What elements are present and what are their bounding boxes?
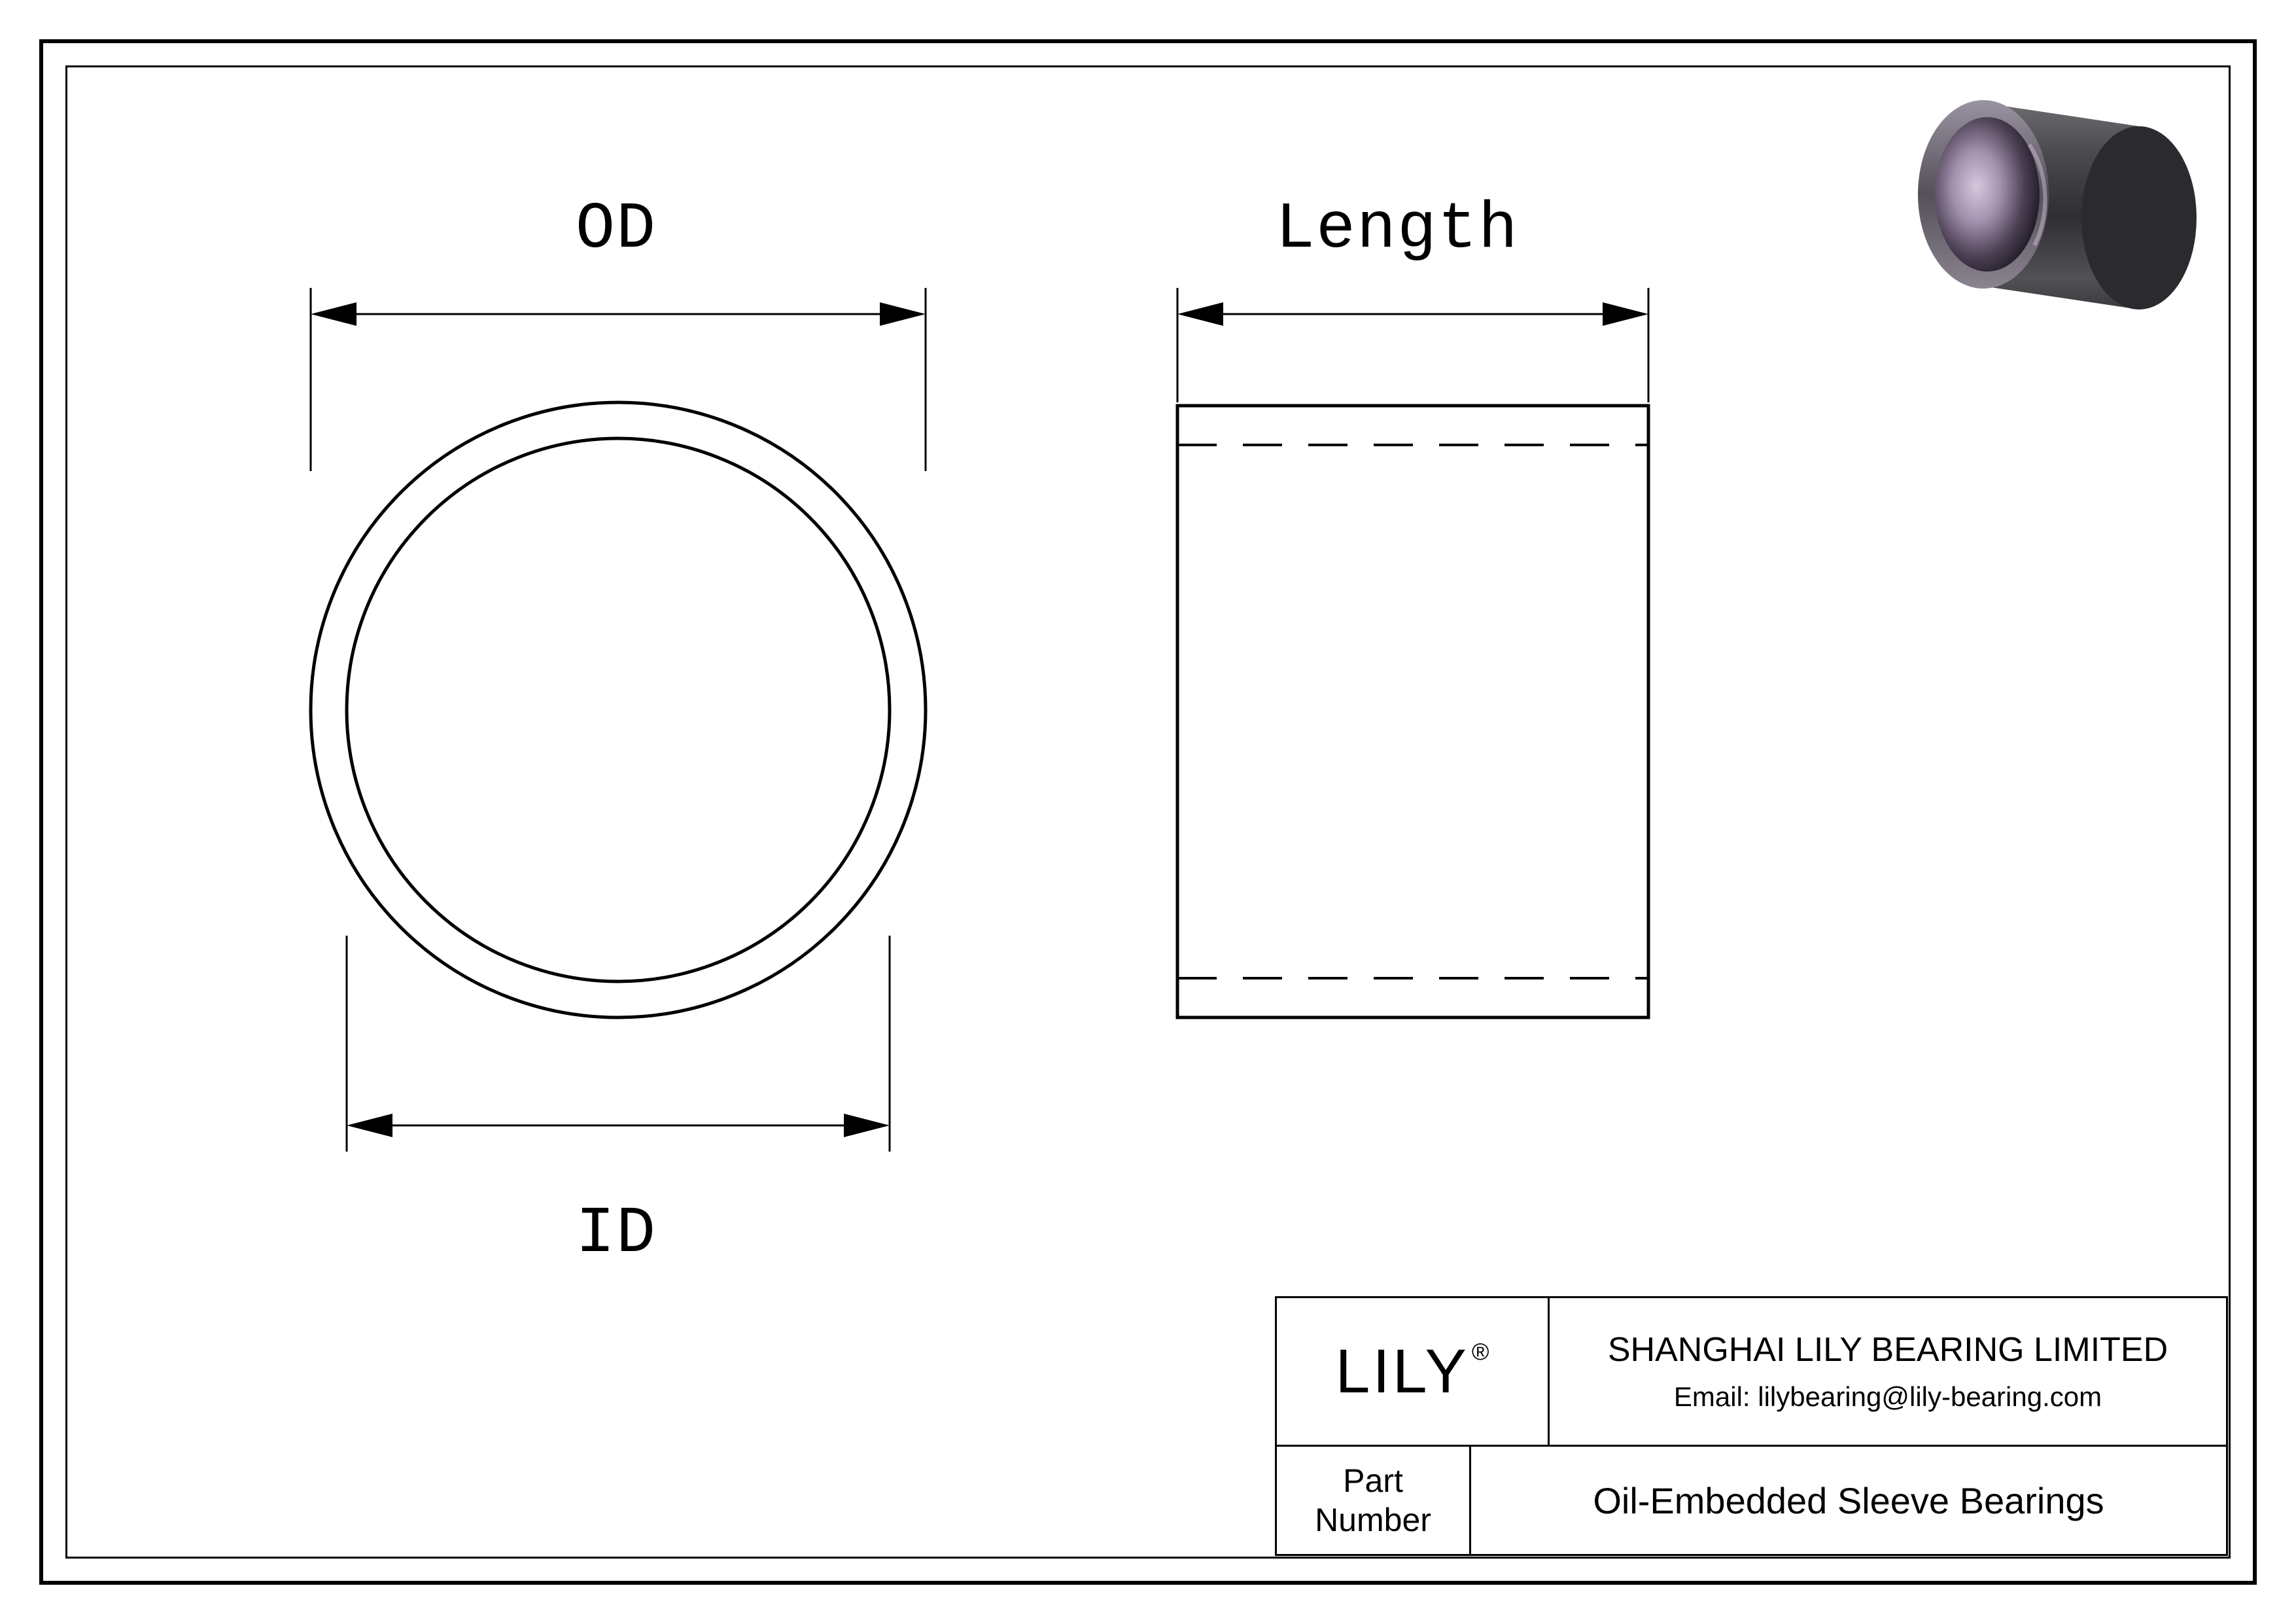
registered-mark: ® <box>1472 1338 1492 1365</box>
company-name: SHANGHAI LILY BEARING LIMITED <box>1608 1330 2168 1369</box>
bearing-3d-render <box>1904 88 2204 324</box>
title-block-row-top: LILY® SHANGHAI LILY BEARING LIMITED Emai… <box>1275 1296 2230 1447</box>
title-block-row-bottom: Part Number Oil-Embedded Sleeve Bearings <box>1275 1445 2230 1556</box>
length-arrow-right <box>1603 302 1648 326</box>
email-address: lilybearing@lily-bearing.com <box>1758 1381 2102 1412</box>
logo-text: LILY® <box>1336 1336 1489 1407</box>
side-view-rect <box>1177 406 1648 1017</box>
drawing-page: OD ID Length <box>0 0 2296 1624</box>
render-bore <box>1935 117 2040 272</box>
description-cell: Oil-Embedded Sleeve Bearings <box>1469 1445 2228 1556</box>
od-arrow-left <box>311 302 357 326</box>
front-view-outer-circle <box>311 402 926 1017</box>
id-arrow-right <box>844 1114 890 1137</box>
title-block: LILY® SHANGHAI LILY BEARING LIMITED Emai… <box>1275 1296 2230 1558</box>
company-email: Email: lilybearing@lily-bearing.com <box>1674 1381 2102 1413</box>
od-label: OD <box>576 193 657 267</box>
length-arrow-left <box>1177 302 1223 326</box>
email-prefix: Email: <box>1674 1381 1758 1412</box>
part-label-line2: Number <box>1315 1500 1431 1540</box>
part-label-line1: Part <box>1343 1461 1403 1500</box>
id-label: ID <box>576 1197 657 1271</box>
front-view-inner-circle <box>347 438 890 981</box>
od-arrow-right <box>880 302 926 326</box>
logo-word: LILY <box>1336 1337 1469 1406</box>
render-back-rim <box>2081 126 2197 309</box>
length-label: Length <box>1276 193 1519 267</box>
company-cell: SHANGHAI LILY BEARING LIMITED Email: lil… <box>1548 1296 2228 1447</box>
description-text: Oil-Embedded Sleeve Bearings <box>1593 1479 2104 1522</box>
id-arrow-left <box>347 1114 392 1137</box>
part-number-cell: Part Number <box>1275 1445 1471 1556</box>
bearing-3d-svg <box>1904 88 2204 324</box>
logo-cell: LILY® <box>1275 1296 1550 1447</box>
